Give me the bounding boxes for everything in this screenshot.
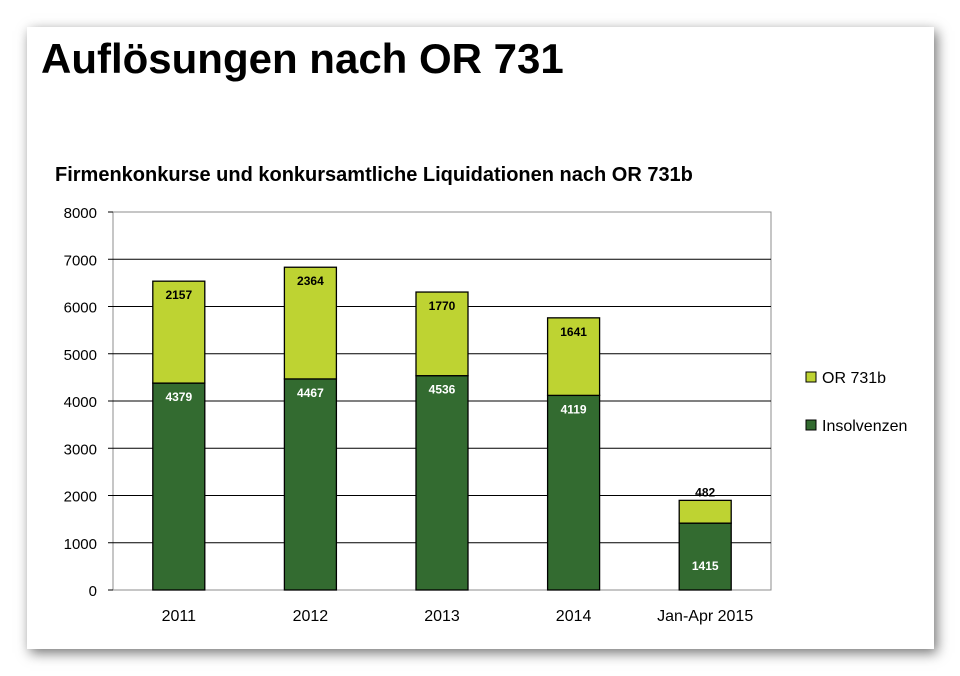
bar-insolvenzen (546, 394, 601, 591)
data-label: 4119 (561, 402, 587, 416)
y-tick-label: 6000 (64, 300, 97, 317)
data-label: 4536 (429, 383, 456, 397)
y-tick-label: 1000 (64, 536, 97, 553)
data-label: 1770 (429, 299, 456, 313)
bar-insolvenzen (415, 375, 469, 591)
data-label: 2364 (297, 274, 324, 288)
data-label: 1415 (692, 559, 719, 573)
x-tick-label: 2014 (556, 608, 592, 625)
data-label: 2157 (165, 288, 192, 302)
y-tick-label: 7000 (64, 252, 97, 269)
data-label: 4467 (297, 386, 324, 400)
data-label: 1641 (560, 325, 587, 339)
y-tick-label: 8000 (64, 205, 97, 222)
data-label: 482 (695, 485, 715, 499)
slide-title: Auflösungen nach OR 731 (41, 35, 564, 82)
bar-or731b (546, 317, 601, 397)
bar-or731b (283, 266, 338, 380)
y-tick-label: 4000 (64, 394, 97, 411)
y-tick-label: 3000 (64, 441, 97, 458)
legend-swatch (805, 371, 817, 383)
legend-label: OR 731b (822, 370, 886, 387)
x-tick-label: 2012 (293, 608, 329, 625)
bar-or731b (678, 499, 732, 524)
chart-title: Firmenkonkurse und konkursamtliche Liqui… (55, 164, 693, 186)
data-label: 4379 (165, 390, 192, 404)
bar-or731b (152, 280, 206, 384)
legend-label: Insolvenzen (822, 418, 907, 435)
bar-insolvenzen (152, 382, 206, 591)
x-tick-label: 2013 (424, 608, 460, 625)
legend-swatch (805, 419, 817, 431)
bar-or731b (415, 291, 469, 377)
y-tick-label: 0 (89, 583, 97, 600)
x-tick-label: Jan-Apr 2015 (657, 608, 753, 625)
bar-insolvenzen (283, 378, 338, 591)
bar-insolvenzen (678, 522, 732, 591)
y-tick-label: 5000 (64, 347, 97, 364)
x-tick-label: 2011 (162, 608, 197, 625)
y-tick-label: 2000 (64, 489, 97, 506)
